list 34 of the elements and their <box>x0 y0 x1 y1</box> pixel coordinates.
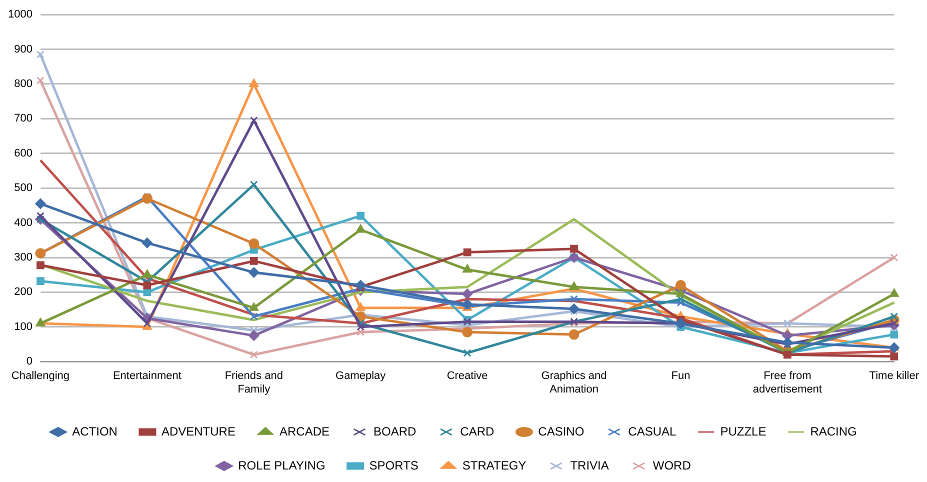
x-tick-label: Creative <box>446 370 488 382</box>
x-tick-label: Entertainment <box>112 370 182 382</box>
y-tick-label: 300 <box>14 252 32 264</box>
legend-label: ACTION <box>72 424 118 438</box>
legend-label: SPORTS <box>369 458 418 472</box>
y-tick-label: 900 <box>14 43 32 56</box>
legend-label: BOARD <box>373 424 416 438</box>
legend-label: ROLE PLAYING <box>238 458 326 472</box>
y-tick-label: 700 <box>14 112 32 125</box>
y-tick-label: 800 <box>14 78 32 90</box>
x-tick-label: Challenging <box>11 370 70 382</box>
legend-label: ADVENTURE <box>161 424 236 438</box>
x-tick-label: Friends and Family <box>224 370 283 396</box>
x-tick-label: Free from advertisement <box>752 370 822 396</box>
y-tick-label: 500 <box>14 182 32 194</box>
legend-label: ARCADE <box>279 424 330 438</box>
y-tick-label: 400 <box>14 216 32 229</box>
y-tick-label: 1000 <box>8 8 32 21</box>
legend-label: CASUAL <box>628 424 677 438</box>
legend-label: CASINO <box>538 424 584 438</box>
legend-label: RACING <box>810 424 857 438</box>
x-tick-label: Graphics and Animation <box>541 370 607 396</box>
x-tick-label: Time killer <box>869 370 920 382</box>
y-tick-label: 600 <box>14 147 32 160</box>
legend-label: TRIVIA <box>570 458 609 472</box>
x-tick-label: Fun <box>671 370 690 382</box>
legend-label: STRATEGY <box>462 458 526 472</box>
y-tick-label: 200 <box>14 286 32 298</box>
x-tick-label: Gameplay <box>336 370 386 382</box>
legend-label: PUZZLE <box>720 424 766 438</box>
legend-label: CARD <box>460 424 494 438</box>
y-tick-label: 0 <box>26 356 32 368</box>
y-tick-label: 100 <box>14 320 32 333</box>
legend-label: WORD <box>652 458 692 472</box>
